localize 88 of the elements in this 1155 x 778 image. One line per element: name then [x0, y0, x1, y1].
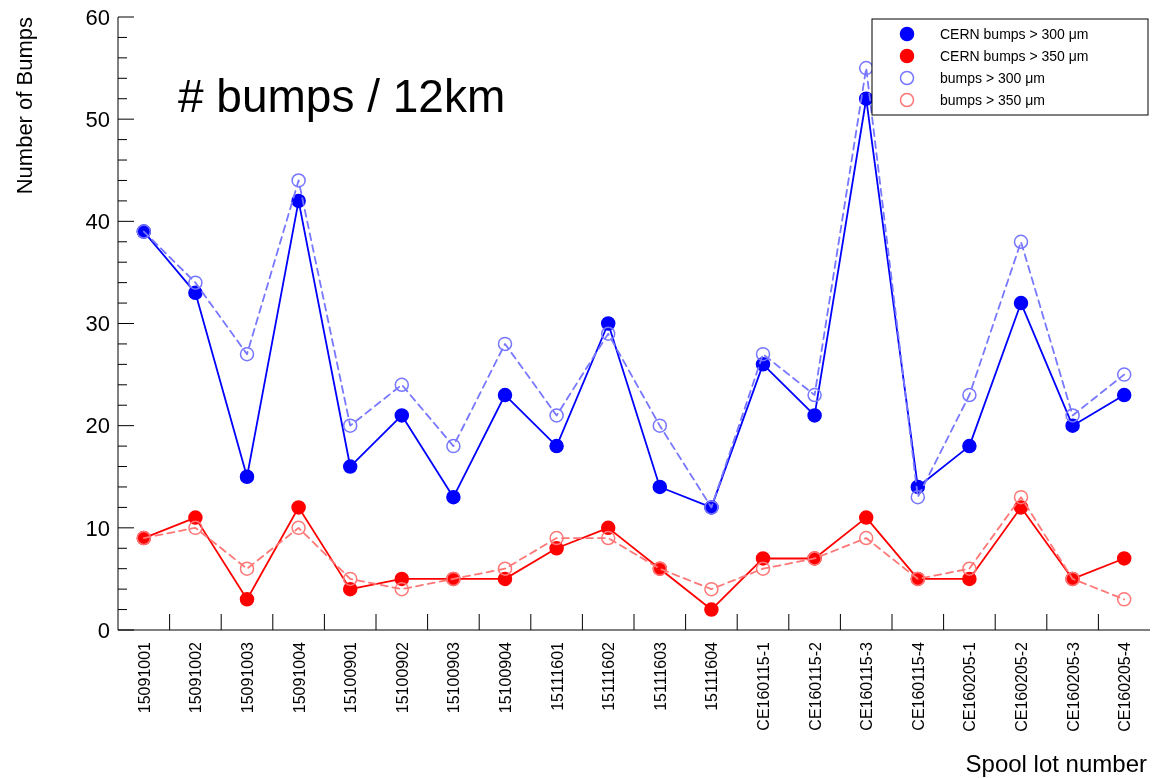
point: [1116, 387, 1132, 403]
x-tick-label: 15091004: [290, 641, 308, 714]
point: [497, 336, 513, 352]
x-tick-label: 15100902: [393, 641, 411, 714]
x-tick-label: 15111601: [548, 641, 566, 711]
x-tick-label: CE160115-2: [806, 641, 824, 731]
point: [394, 581, 410, 597]
x-tick-label: CE160205-1: [961, 641, 979, 732]
x-tick-label: 15100901: [342, 641, 360, 714]
point: [807, 408, 822, 423]
point: [652, 479, 668, 495]
point: [704, 602, 719, 617]
point: [446, 489, 461, 505]
point: [291, 500, 306, 515]
point: [549, 530, 564, 546]
point: [962, 561, 977, 576]
point: [704, 581, 719, 597]
y-tick-label: 60: [85, 4, 110, 30]
point: [600, 530, 616, 546]
x-tick-label: 15100903: [445, 641, 463, 714]
x-tick-label: 15091001: [135, 641, 153, 714]
x-tick-label: 15111603: [651, 641, 669, 711]
y-tick-label: 10: [85, 515, 110, 541]
x-axis-title: Spool lot number: [965, 750, 1147, 777]
y-tick-label: 50: [85, 106, 110, 132]
point: [549, 438, 564, 454]
x-tick-label: 15091003: [239, 641, 256, 714]
point: [497, 387, 513, 403]
point: [342, 459, 358, 474]
y-tick-label: 20: [85, 413, 110, 439]
point: [549, 541, 564, 556]
point: [600, 326, 616, 341]
point: [239, 592, 255, 607]
point: [342, 571, 358, 587]
point: [394, 377, 410, 393]
point: [755, 551, 771, 566]
point: [807, 387, 822, 403]
point: [600, 520, 616, 536]
legend-label: CERN bumps > 350 μm: [940, 47, 1089, 64]
y-tick-label: 30: [85, 311, 110, 337]
point: [188, 520, 203, 536]
point: [858, 510, 874, 525]
x-tick-label: CE160115-1: [755, 641, 772, 731]
point: [239, 561, 255, 576]
point: [755, 561, 771, 576]
point: [1065, 418, 1080, 433]
legend-label: bumps > 350 μm: [940, 91, 1045, 108]
y-tick-label: 0: [97, 617, 110, 643]
point: [652, 418, 668, 433]
x-tick-label: 15111602: [600, 641, 618, 711]
x-tick-label: CE160115-3: [858, 641, 876, 731]
point: [1013, 489, 1029, 505]
y-tick-label: 40: [85, 209, 110, 235]
point: [1116, 551, 1132, 566]
point: [1013, 295, 1029, 311]
legend-label: CERN bumps > 300 μm: [940, 25, 1089, 42]
point: [1116, 367, 1132, 382]
point: [342, 581, 358, 597]
point: [446, 438, 461, 454]
point: [962, 438, 977, 454]
legend-label: bumps > 300 μm: [940, 69, 1045, 86]
point: [188, 275, 203, 290]
x-tick-label: 15091002: [187, 641, 205, 714]
point: [291, 520, 306, 536]
point: [394, 408, 410, 423]
point: [291, 173, 306, 188]
y-axis-title: Number of Bumps: [12, 17, 37, 195]
point: [755, 346, 771, 362]
point: [1065, 408, 1080, 423]
point: [858, 530, 874, 546]
point: [910, 489, 926, 505]
point: [1116, 592, 1132, 607]
x-tick-label: 15111604: [703, 641, 721, 711]
point: [188, 510, 203, 525]
x-tick-label: 15100904: [497, 641, 514, 714]
x-tick-label: CE160205-3: [1064, 641, 1082, 732]
point: [497, 561, 513, 576]
x-tick-label: CE160115-4: [909, 641, 927, 731]
point: [962, 387, 977, 403]
x-tick-label: CE160205-4: [1116, 641, 1134, 732]
point: [1013, 234, 1029, 250]
point: [239, 469, 255, 484]
x-tick-label: CE160205-2: [1013, 641, 1030, 732]
point: [600, 316, 616, 331]
point: [549, 408, 564, 423]
point: [342, 418, 358, 433]
point: [239, 346, 255, 362]
annotation: # bumps / 12km: [178, 70, 506, 122]
